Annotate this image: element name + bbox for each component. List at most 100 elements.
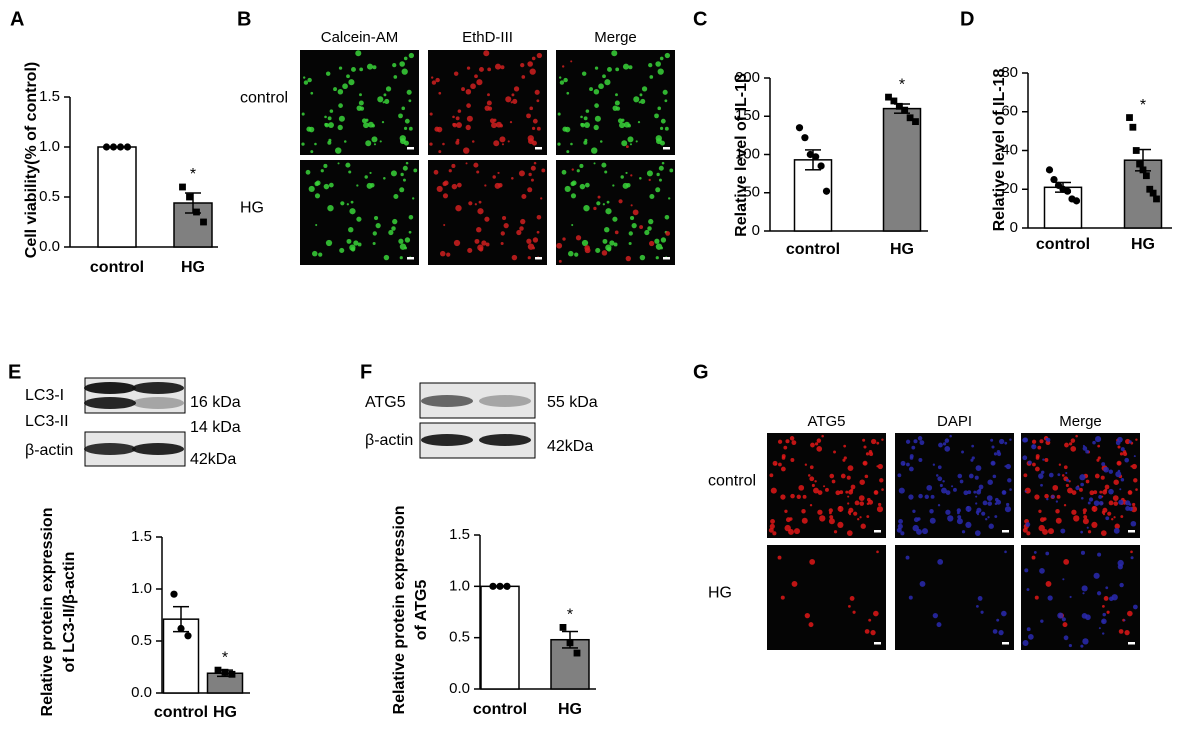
cell (859, 501, 865, 506)
cell (828, 508, 833, 513)
cell (468, 201, 473, 206)
cell (308, 185, 315, 193)
data-point (184, 632, 192, 640)
cell (1058, 463, 1062, 466)
cell (621, 140, 628, 147)
y-tick-label: 0 (1010, 219, 1018, 236)
cell (944, 438, 950, 443)
cell (654, 113, 659, 119)
cell (789, 436, 795, 441)
y-axis-label: Relative protein expression (39, 508, 56, 717)
cell (580, 115, 583, 119)
cell (850, 484, 856, 490)
y-tick-label: 0.5 (449, 629, 470, 646)
cell (1103, 466, 1109, 473)
cell (665, 231, 671, 236)
cell (312, 250, 318, 257)
cell (996, 618, 1000, 622)
cell (467, 247, 473, 253)
cell (366, 63, 374, 70)
cell (584, 182, 590, 188)
cell (791, 440, 797, 446)
cell (864, 474, 869, 479)
cell (487, 106, 493, 111)
cell (788, 528, 794, 535)
cell (1057, 612, 1064, 619)
cell (937, 504, 941, 507)
cell (584, 138, 588, 142)
significance-mark: * (1140, 97, 1146, 114)
cell (619, 122, 625, 129)
cell (452, 122, 456, 127)
cell (991, 445, 995, 449)
cell (607, 66, 612, 72)
data-point (1132, 147, 1140, 154)
column-label: DAPI (937, 413, 972, 430)
scale-bar (407, 257, 414, 260)
cell (562, 237, 566, 241)
cell (959, 479, 964, 484)
cell (798, 484, 805, 491)
cell (1004, 550, 1007, 554)
cell (401, 68, 408, 75)
cell (613, 242, 618, 247)
cell (532, 118, 538, 124)
cell (602, 203, 605, 206)
cell (453, 239, 461, 247)
cell (898, 518, 903, 524)
cell (541, 168, 546, 173)
cell (918, 493, 923, 499)
cell (956, 508, 961, 513)
cell (1085, 479, 1090, 484)
panel-letter: E (8, 361, 21, 383)
cell (1034, 466, 1040, 472)
cell (571, 168, 574, 171)
cell (1080, 550, 1086, 555)
cell (628, 231, 633, 236)
cell (614, 100, 620, 106)
cell (471, 140, 475, 143)
cell (974, 475, 979, 480)
cell (452, 115, 455, 119)
cell (992, 474, 997, 479)
cell (1023, 437, 1029, 443)
x-tick-label: HG (1131, 236, 1155, 253)
bar (1043, 186, 1083, 229)
cell (963, 490, 969, 496)
cell (908, 466, 914, 472)
cell (442, 193, 449, 199)
cell (785, 439, 790, 444)
cell (622, 63, 630, 70)
cell (478, 247, 484, 252)
cell (833, 530, 838, 534)
cell (987, 516, 990, 519)
cell (1085, 449, 1090, 454)
data-point (1072, 197, 1081, 205)
cell (648, 240, 655, 247)
cell (484, 216, 490, 222)
scale-bar (874, 530, 881, 533)
cell (1091, 521, 1098, 528)
cell (1104, 484, 1110, 490)
cell (1068, 643, 1072, 648)
cell (404, 118, 410, 124)
cell (1123, 619, 1126, 622)
cell (852, 610, 856, 614)
significance-mark: * (190, 166, 196, 183)
cell (780, 494, 786, 500)
cell (664, 126, 669, 131)
cell (385, 86, 392, 92)
cell (593, 206, 597, 211)
cell (1075, 485, 1080, 491)
cell (1046, 497, 1049, 501)
cell (335, 147, 342, 154)
cell (329, 109, 334, 113)
cell (455, 116, 460, 121)
cell (519, 226, 524, 231)
scale-bar (1128, 530, 1135, 533)
cell (448, 169, 452, 173)
cell (571, 223, 574, 227)
cell (1065, 471, 1068, 475)
cell (1027, 460, 1032, 465)
